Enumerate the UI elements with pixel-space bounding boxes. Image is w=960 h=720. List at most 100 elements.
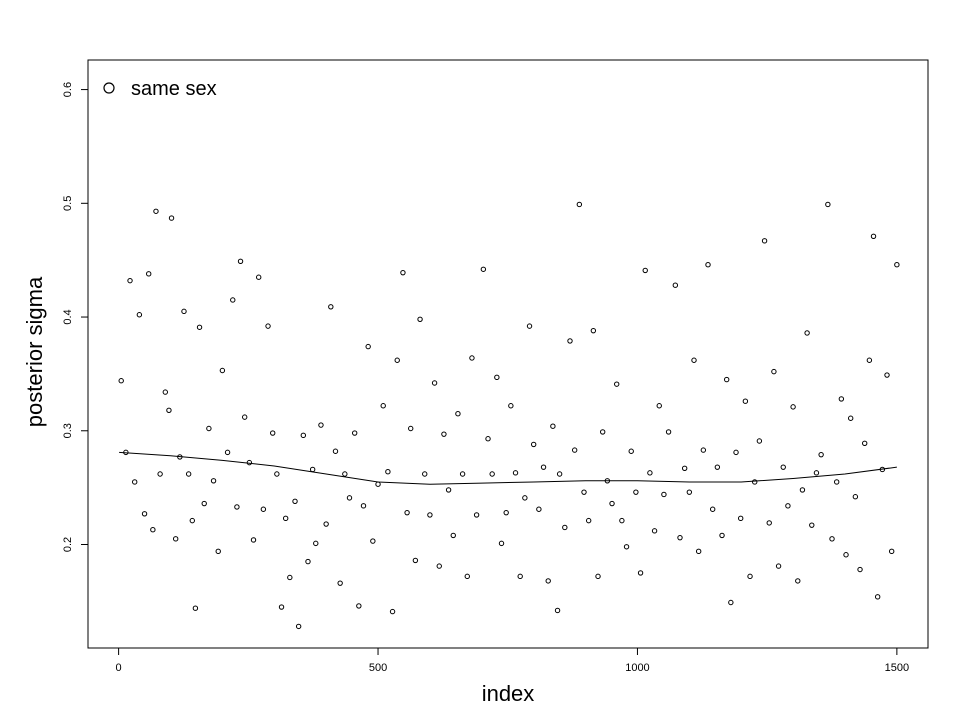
data-point — [157, 471, 163, 477]
data-point — [512, 470, 519, 476]
y-axis-label: posterior sigma — [22, 276, 47, 427]
data-point — [318, 422, 324, 428]
data-point — [422, 471, 428, 477]
data-point — [441, 431, 447, 437]
data-point — [642, 267, 648, 274]
data-point — [168, 215, 175, 221]
data-point — [799, 487, 806, 493]
data-point — [380, 403, 386, 409]
data-point — [714, 464, 721, 470]
data-point — [260, 506, 267, 512]
data-point — [556, 471, 563, 477]
data-point — [503, 509, 509, 516]
data-point — [661, 491, 667, 498]
data-point — [332, 448, 339, 454]
data-point — [686, 489, 693, 495]
y-tick-label: 0.2 — [62, 537, 74, 552]
data-point — [567, 338, 573, 344]
data-point — [375, 481, 381, 487]
data-point — [723, 376, 730, 383]
data-point — [394, 357, 400, 363]
data-point — [677, 534, 683, 541]
data-point — [400, 269, 406, 276]
data-point — [287, 574, 293, 581]
data-point — [866, 357, 873, 363]
data-point — [825, 201, 831, 208]
data-point — [813, 470, 820, 476]
data-point — [633, 489, 639, 495]
data-point — [691, 357, 697, 363]
data-point — [609, 500, 615, 507]
data-point — [131, 479, 138, 485]
data-point — [888, 548, 895, 555]
data-point — [761, 238, 768, 244]
data-point — [185, 471, 192, 477]
data-point — [219, 367, 226, 374]
data-point — [737, 515, 744, 522]
data-point — [804, 330, 810, 336]
data-point — [785, 503, 791, 509]
data-point — [436, 563, 442, 569]
data-point — [230, 297, 236, 303]
data-point — [571, 447, 578, 453]
data-point — [604, 478, 611, 484]
data-point — [337, 580, 343, 586]
data-point — [581, 489, 587, 495]
data-point — [771, 368, 777, 375]
data-point — [857, 566, 863, 573]
data-point — [651, 528, 658, 534]
data-point — [709, 506, 716, 512]
data-point — [234, 504, 240, 510]
data-point — [852, 494, 859, 500]
x-tick-label: 1000 — [625, 662, 649, 674]
data-point — [870, 233, 877, 239]
data-point — [201, 500, 207, 507]
data-point — [162, 389, 169, 395]
data-point — [445, 487, 452, 493]
x-tick-label: 1500 — [885, 662, 909, 674]
data-point — [623, 544, 630, 550]
data-point — [237, 258, 244, 265]
data-point — [305, 558, 311, 565]
data-point — [562, 524, 568, 531]
data-point — [752, 479, 758, 485]
data-point — [894, 262, 900, 268]
data-point — [637, 570, 644, 576]
data-point — [385, 469, 391, 475]
data-point — [150, 527, 156, 533]
data-point — [719, 532, 725, 539]
data-point — [351, 430, 358, 436]
data-point — [628, 448, 634, 454]
data-point — [747, 573, 753, 580]
legend-label: same sex — [131, 78, 217, 100]
data-point — [833, 479, 840, 485]
data-point — [241, 414, 248, 420]
data-point — [480, 266, 487, 272]
data-point — [728, 599, 734, 606]
data-point — [647, 470, 653, 476]
data-point — [250, 537, 257, 543]
data-point — [427, 512, 433, 518]
data-point — [328, 304, 334, 310]
data-point — [309, 466, 316, 473]
y-tick-label: 0.6 — [62, 82, 74, 97]
data-point — [270, 430, 276, 436]
data-point — [522, 495, 528, 501]
plot-box — [87, 59, 929, 649]
data-point — [255, 274, 262, 280]
data-point — [146, 271, 152, 277]
data-point — [681, 465, 688, 472]
data-point — [153, 208, 159, 214]
data-point — [215, 548, 221, 555]
data-point — [469, 355, 475, 361]
data-point — [809, 522, 815, 528]
data-point — [431, 380, 438, 386]
data-point — [874, 594, 881, 600]
data-point — [536, 506, 542, 512]
data-point — [370, 538, 376, 544]
data-point — [172, 536, 179, 542]
data-point — [795, 578, 801, 584]
data-point — [766, 520, 772, 526]
data-point — [554, 607, 561, 614]
data-point — [265, 323, 271, 329]
